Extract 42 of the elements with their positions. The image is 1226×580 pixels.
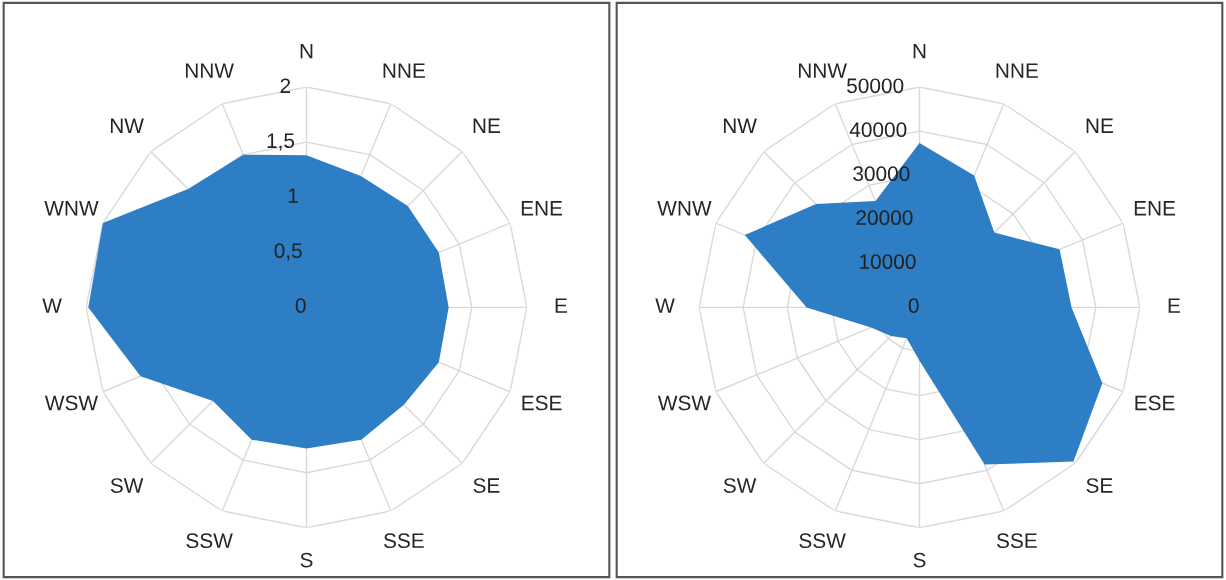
spoke-label: NE: [473, 118, 500, 133]
spoke-label: NW: [110, 118, 144, 133]
spoke-label: E: [1168, 298, 1180, 313]
y-tick-label: 0: [295, 298, 306, 313]
spoke-label: WNW: [657, 201, 712, 216]
spoke-label: WSW: [44, 395, 98, 411]
spoke-label: ESE: [522, 395, 562, 411]
spoke-label: NNW: [798, 63, 847, 78]
spoke-label: SSW: [186, 533, 233, 549]
y-tick-label: 0,5: [274, 243, 302, 261]
spoke-label: SW: [110, 478, 144, 493]
spoke-label: WNW: [44, 201, 99, 216]
spoke-label: W: [655, 298, 675, 313]
spoke-label: S: [913, 552, 926, 568]
y-tick-label: 2: [280, 78, 291, 93]
y-tick-label: 50000: [847, 78, 904, 94]
spoke-label: SE: [1086, 478, 1113, 493]
y-tick-label: 10000: [860, 254, 916, 270]
spoke-label: NNE: [383, 63, 425, 78]
spoke-label: WSW: [657, 395, 711, 411]
y-tick-label: 0: [908, 298, 919, 313]
spoke-label: ENE: [1134, 201, 1176, 216]
spoke-label: SSE: [996, 533, 1037, 549]
spoke-label: NE: [1086, 118, 1113, 133]
spoke-label: NNE: [996, 63, 1038, 78]
y-tick-label: 1: [288, 188, 298, 203]
spoke-label: N: [300, 44, 313, 59]
y-tick-label: 20000: [856, 210, 913, 226]
y-tick-label: 40000: [849, 122, 907, 138]
spoke-label: NNW: [185, 63, 234, 78]
spoke-label: SE: [473, 478, 500, 493]
spoke-label: W: [42, 298, 62, 313]
spoke-label: S: [300, 552, 313, 568]
spoke-label: SSE: [383, 533, 424, 549]
y-tick-label: 1,5: [267, 133, 295, 151]
spoke-label: SSW: [799, 533, 846, 549]
spoke-label: NW: [723, 118, 757, 133]
spoke-label: ESE: [1135, 395, 1175, 411]
spoke-label: ENE: [521, 201, 563, 216]
spoke-label: E: [555, 298, 567, 313]
spoke-label: N: [913, 44, 926, 59]
spoke-label: SW: [723, 478, 757, 493]
